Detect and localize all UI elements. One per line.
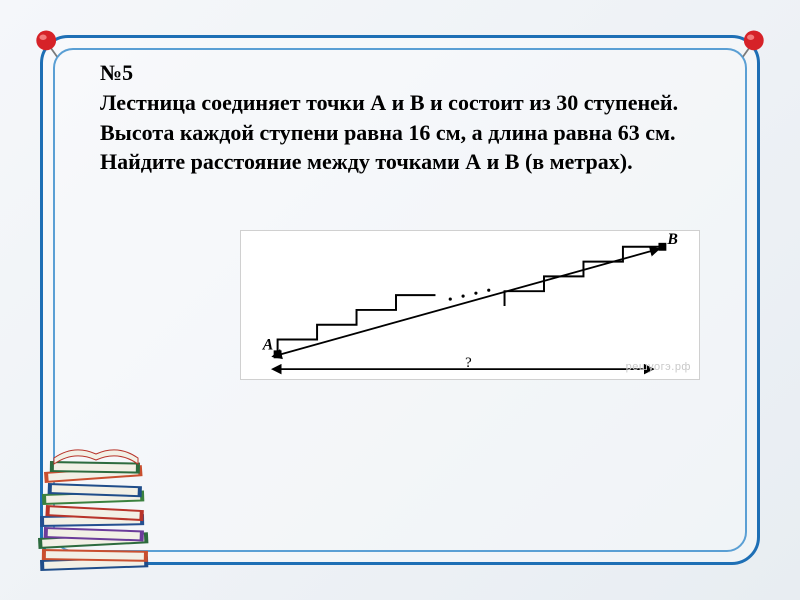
pushpin-top-left: [30, 26, 66, 62]
problem-text: Лестница соединяет точки А и В и состоит…: [100, 88, 700, 177]
diagram-label-a: A: [262, 336, 274, 353]
diagram-label-b: B: [666, 231, 678, 248]
problem-number: №5: [100, 60, 700, 86]
pushpin-top-right: [734, 26, 770, 62]
book-stack-decoration: [20, 442, 170, 582]
stair-diagram: A B ? решуогэ.рф: [240, 230, 700, 380]
problem-content: №5 Лестница соединяет точки А и В и сост…: [100, 60, 700, 177]
diagram-qmark: ?: [465, 355, 472, 371]
watermark-text: решуогэ.рф: [626, 361, 691, 373]
